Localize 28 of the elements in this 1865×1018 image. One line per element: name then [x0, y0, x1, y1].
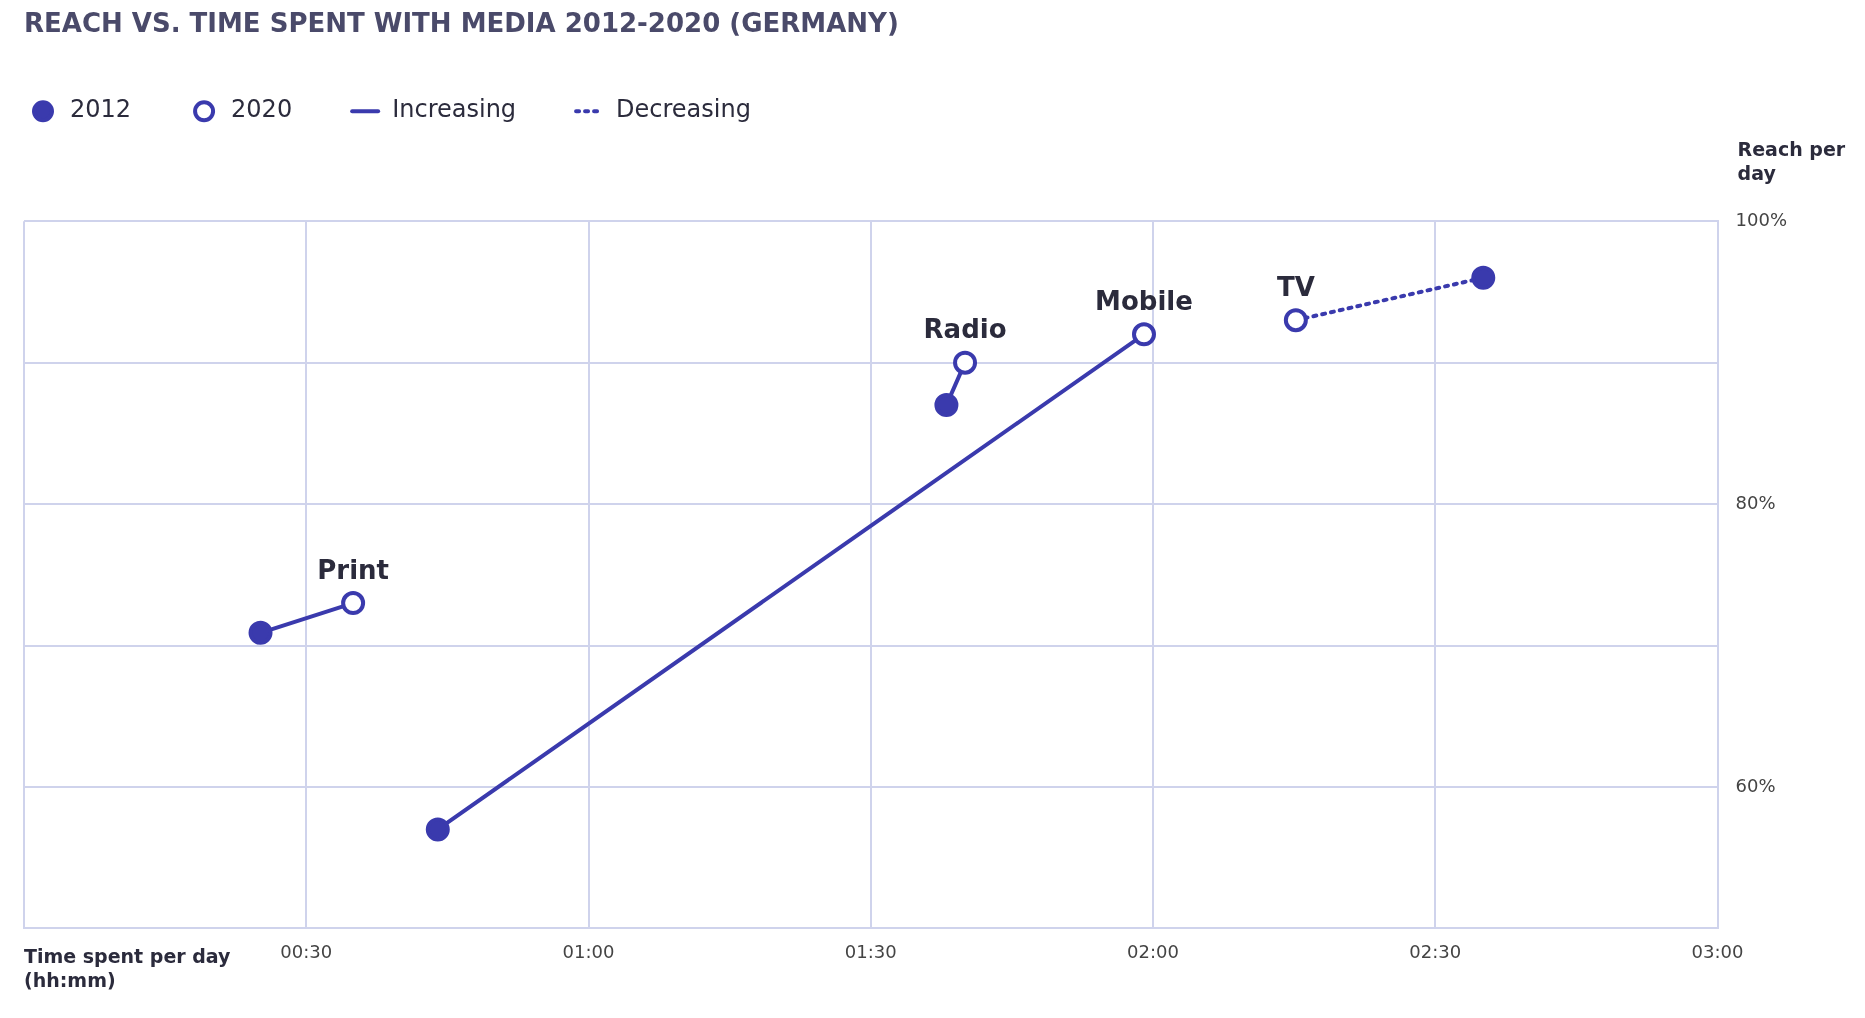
y-tick-label: 100% — [1735, 208, 1788, 230]
y-axis-title: Reach per day — [1737, 137, 1846, 184]
x-tick-label: 02:00 — [1127, 940, 1179, 962]
x-axis-title: Time spent per day (hh:mm) — [24, 944, 232, 991]
y-tick-label: 60% — [1735, 774, 1776, 796]
point — [1471, 265, 1496, 290]
point — [1283, 308, 1308, 333]
chart-title: REACH VS. TIME SPENT WITH MEDIA 2012-2020 (GERMANY) — [24, 8, 899, 39]
point — [1131, 322, 1156, 347]
legend-label: 2020 — [231, 95, 293, 124]
x-tick-label: 02:30 — [1409, 940, 1462, 962]
legend-label: Increasing — [392, 95, 517, 124]
x-tick-label: 01:30 — [844, 940, 897, 962]
legend-label: 2012 — [70, 95, 132, 124]
annotation: TV — [1276, 271, 1315, 302]
point — [248, 620, 273, 645]
y-tick-label: 80% — [1735, 491, 1776, 513]
point — [341, 591, 366, 616]
x-tick-label: 00:30 — [280, 940, 333, 962]
point — [934, 393, 959, 418]
annotation: Print — [317, 554, 389, 585]
point — [953, 350, 978, 375]
annotation: Mobile — [1095, 286, 1193, 317]
x-tick-label: 03:00 — [1691, 940, 1744, 962]
annotation: Radio — [923, 314, 1007, 345]
x-tick-label: 01:00 — [562, 940, 615, 962]
point — [425, 817, 450, 842]
legend-label: Decreasing — [616, 95, 751, 124]
